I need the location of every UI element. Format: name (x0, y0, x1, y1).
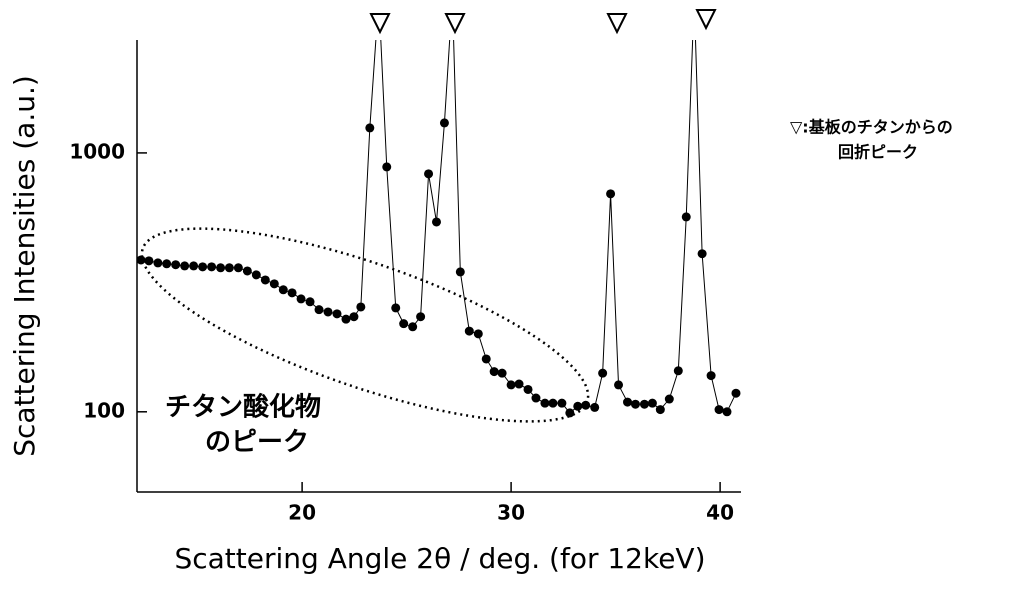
annotation: のピーク (205, 428, 309, 458)
data-point (314, 305, 324, 315)
data-point (506, 380, 516, 390)
data-point (531, 393, 541, 403)
data-point (606, 189, 616, 199)
data-point (664, 394, 674, 404)
data-point (323, 307, 333, 317)
annotation: チタン酸化物 (165, 393, 321, 423)
data-point (448, 0, 457, 2)
data-point (639, 399, 649, 409)
data-point (305, 297, 315, 307)
data-point (242, 266, 252, 276)
data-point (630, 399, 640, 409)
data-point (332, 309, 342, 319)
note: 回折ピーク (838, 143, 918, 162)
data-point (137, 255, 146, 265)
plot-area (137, 0, 741, 418)
series-line (140, 40, 737, 414)
data-point (481, 354, 491, 364)
data-point (251, 270, 261, 280)
data-point (162, 259, 172, 269)
x-tick-label: 30 (497, 501, 525, 525)
data-point (431, 217, 441, 227)
data-point (287, 288, 297, 298)
data-point (540, 398, 550, 408)
peak-markers (369, 9, 717, 35)
data-point (514, 379, 524, 389)
data-point (581, 400, 591, 410)
data-point (489, 367, 499, 377)
data-point (296, 294, 306, 304)
data-point (714, 405, 724, 415)
data-point (356, 302, 366, 312)
data-point (706, 371, 716, 381)
data-point (573, 401, 583, 411)
data-point (424, 169, 434, 179)
data-point (216, 263, 226, 273)
data-point (391, 303, 401, 313)
y-axis-label: Scattering Intensities (a.u.) (8, 75, 41, 457)
x-axis-label: Scattering Angle 2θ / deg. (for 12keV) (174, 542, 705, 575)
data-point (623, 397, 633, 407)
data-point (598, 368, 608, 378)
data-point (439, 118, 449, 128)
data-point (374, 0, 383, 2)
data-point (171, 260, 181, 270)
data-point (408, 322, 418, 332)
data-point (690, 0, 699, 2)
data-point (269, 279, 279, 289)
data-point (341, 314, 351, 324)
data-point (180, 261, 190, 271)
data-point (224, 263, 234, 273)
data-point (455, 267, 465, 277)
y-tick-label: 1000 (69, 139, 125, 163)
data-point (153, 258, 163, 268)
data-point (731, 388, 741, 398)
data-point (144, 256, 154, 266)
data-point (722, 407, 732, 417)
data-point (416, 312, 426, 322)
data-point (497, 368, 507, 378)
data-point (233, 263, 243, 273)
data-point (260, 275, 270, 285)
y-tick-label: 100 (83, 398, 125, 422)
data-point (278, 285, 288, 295)
data-point (548, 398, 558, 408)
data-point (189, 261, 199, 271)
data-point (523, 384, 533, 394)
x-tick-label: 40 (706, 501, 734, 525)
data-point (382, 162, 392, 172)
data-point (349, 312, 359, 322)
data-point (464, 326, 474, 336)
note: ▽:基板のチタンからの (790, 118, 953, 137)
data-point (647, 398, 657, 408)
data-point (614, 380, 624, 390)
data-point (557, 398, 567, 408)
data-point (697, 249, 707, 259)
data-point (673, 366, 683, 376)
data-point (681, 212, 691, 222)
data-point (207, 262, 217, 272)
data-point (365, 123, 375, 133)
data-point (655, 405, 665, 415)
x-tick-label: 20 (288, 501, 316, 525)
data-point (473, 329, 483, 339)
data-point (590, 402, 600, 412)
data-point (565, 408, 575, 418)
data-point (399, 319, 409, 329)
data-point (198, 262, 208, 272)
